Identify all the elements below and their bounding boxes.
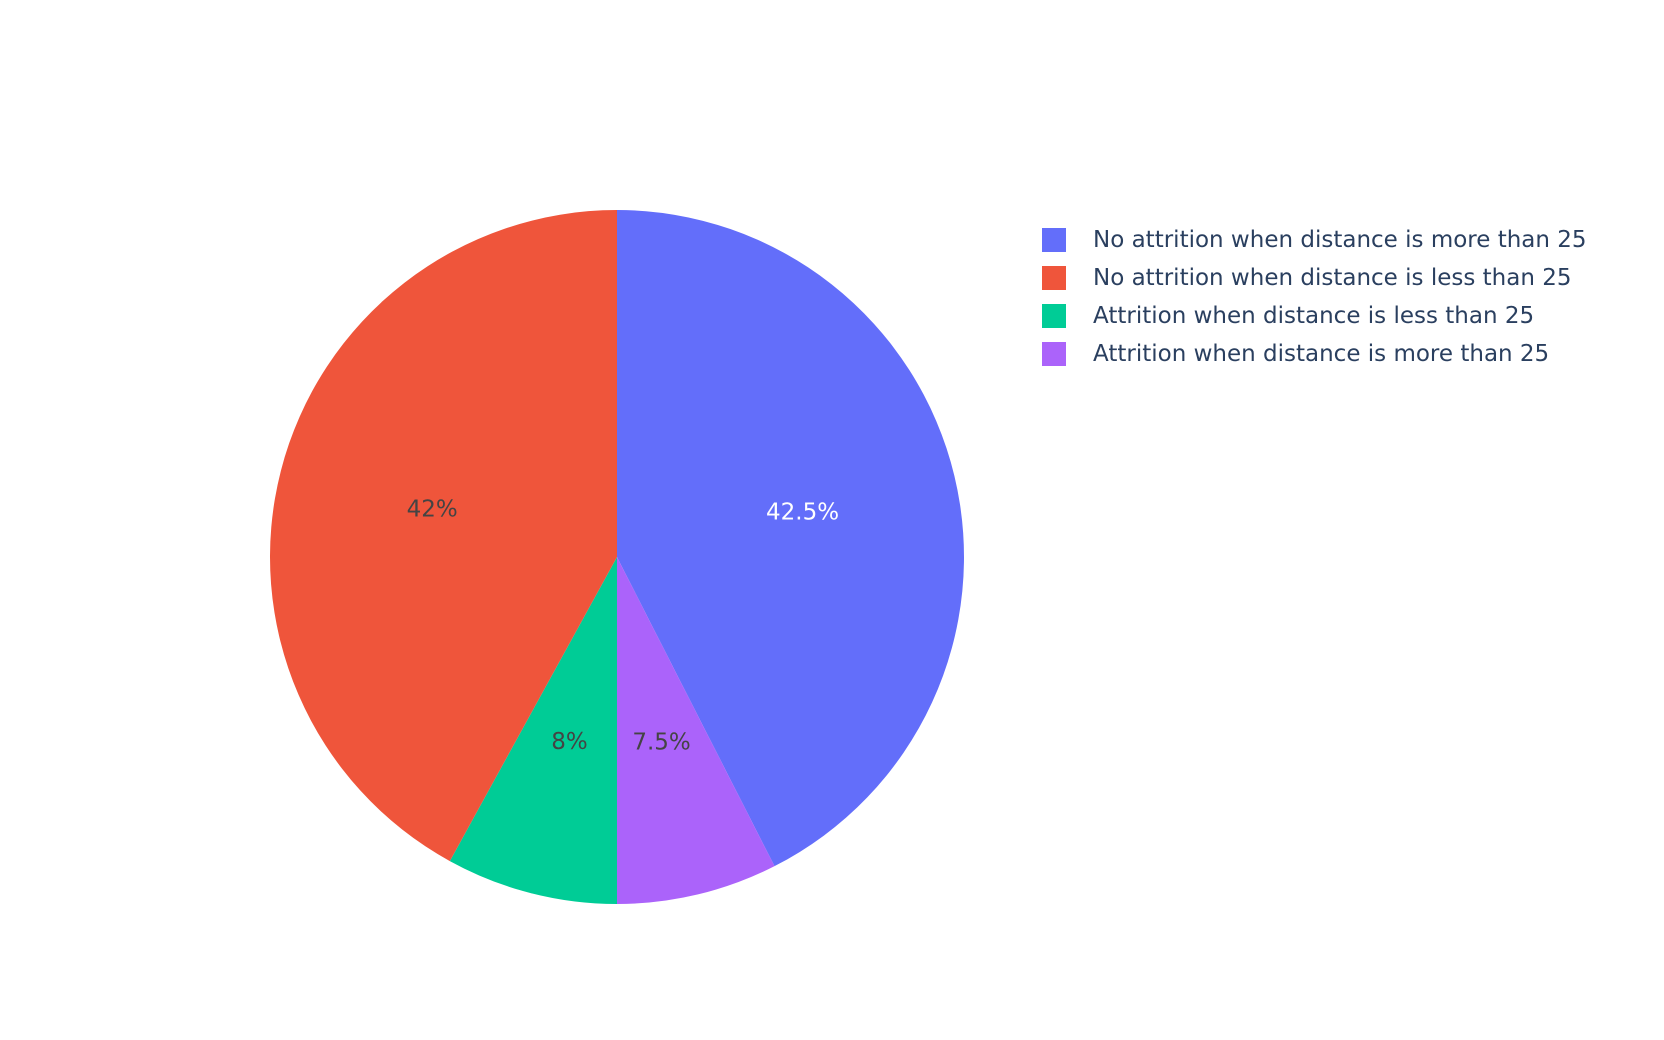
pie-slice-labels: 42.5% 7.5% 8% 42% [407, 497, 840, 756]
pie-slice-label: 42% [407, 497, 458, 523]
legend-label: No attrition when distance is more than … [1093, 227, 1587, 253]
legend-item[interactable]: No attrition when distance is less than … [1042, 265, 1571, 291]
legend-label: Attrition when distance is less than 25 [1093, 303, 1534, 329]
legend-label: Attrition when distance is more than 25 [1093, 341, 1549, 367]
pie-slice[interactable] [617, 210, 964, 867]
pie-slice[interactable] [449, 557, 617, 904]
legend-swatch [1042, 228, 1066, 252]
pie-slices [269, 210, 964, 904]
pie-slice-label: 42.5% [766, 499, 839, 525]
pie-slice-label: 7.5% [632, 730, 690, 756]
legend-item[interactable]: No attrition when distance is more than … [1042, 227, 1587, 253]
legend-item[interactable]: Attrition when distance is more than 25 [1042, 341, 1549, 367]
pie-slice[interactable] [269, 210, 617, 862]
pie-slice[interactable] [617, 557, 775, 904]
legend-item[interactable]: Attrition when distance is less than 25 [1042, 303, 1534, 329]
legend-swatch [1042, 342, 1066, 366]
legend-label: No attrition when distance is less than … [1093, 265, 1571, 291]
pie-slice-label: 8% [551, 729, 588, 755]
legend: No attrition when distance is more than … [1042, 227, 1587, 367]
legend-swatch [1042, 304, 1066, 328]
legend-swatch [1042, 266, 1066, 290]
